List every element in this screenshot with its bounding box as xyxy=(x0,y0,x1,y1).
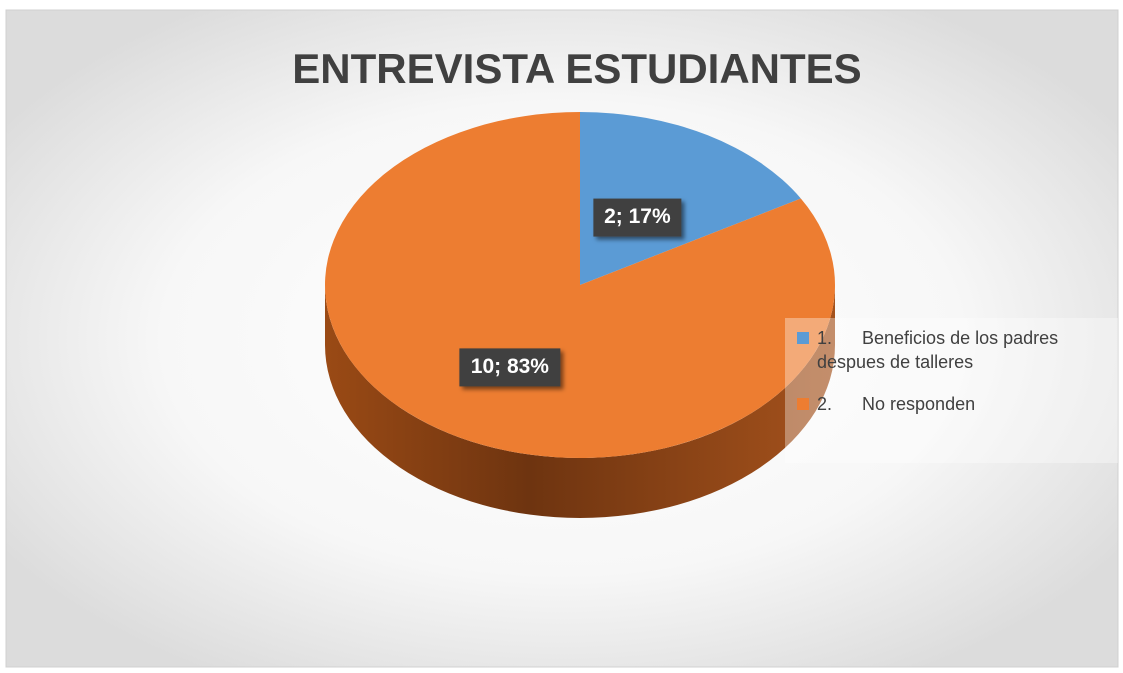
data-label-box xyxy=(593,198,682,237)
legend: 1. Beneficios de los padres despues de t… xyxy=(785,318,1118,463)
legend-label: 1. Beneficios de los padres despues de t… xyxy=(817,328,1064,372)
legend-swatch xyxy=(797,332,809,344)
pie: 2; 17% 10; 83% xyxy=(325,112,835,518)
data-label: 10; 83% xyxy=(471,355,550,378)
slice-side xyxy=(325,285,835,518)
slice xyxy=(580,112,801,285)
legend-label: 2. No responden xyxy=(817,394,976,414)
data-label: 2; 17% xyxy=(604,205,671,228)
legend-item: 1. Beneficios de los padres despues de t… xyxy=(791,326,1112,374)
chart-title: ENTREVISTA ESTUDIANTES xyxy=(292,45,861,92)
data-label-box xyxy=(459,348,561,387)
legend-swatch xyxy=(797,398,809,410)
slice xyxy=(325,112,835,458)
legend-item: 2. No responden xyxy=(791,392,1112,416)
